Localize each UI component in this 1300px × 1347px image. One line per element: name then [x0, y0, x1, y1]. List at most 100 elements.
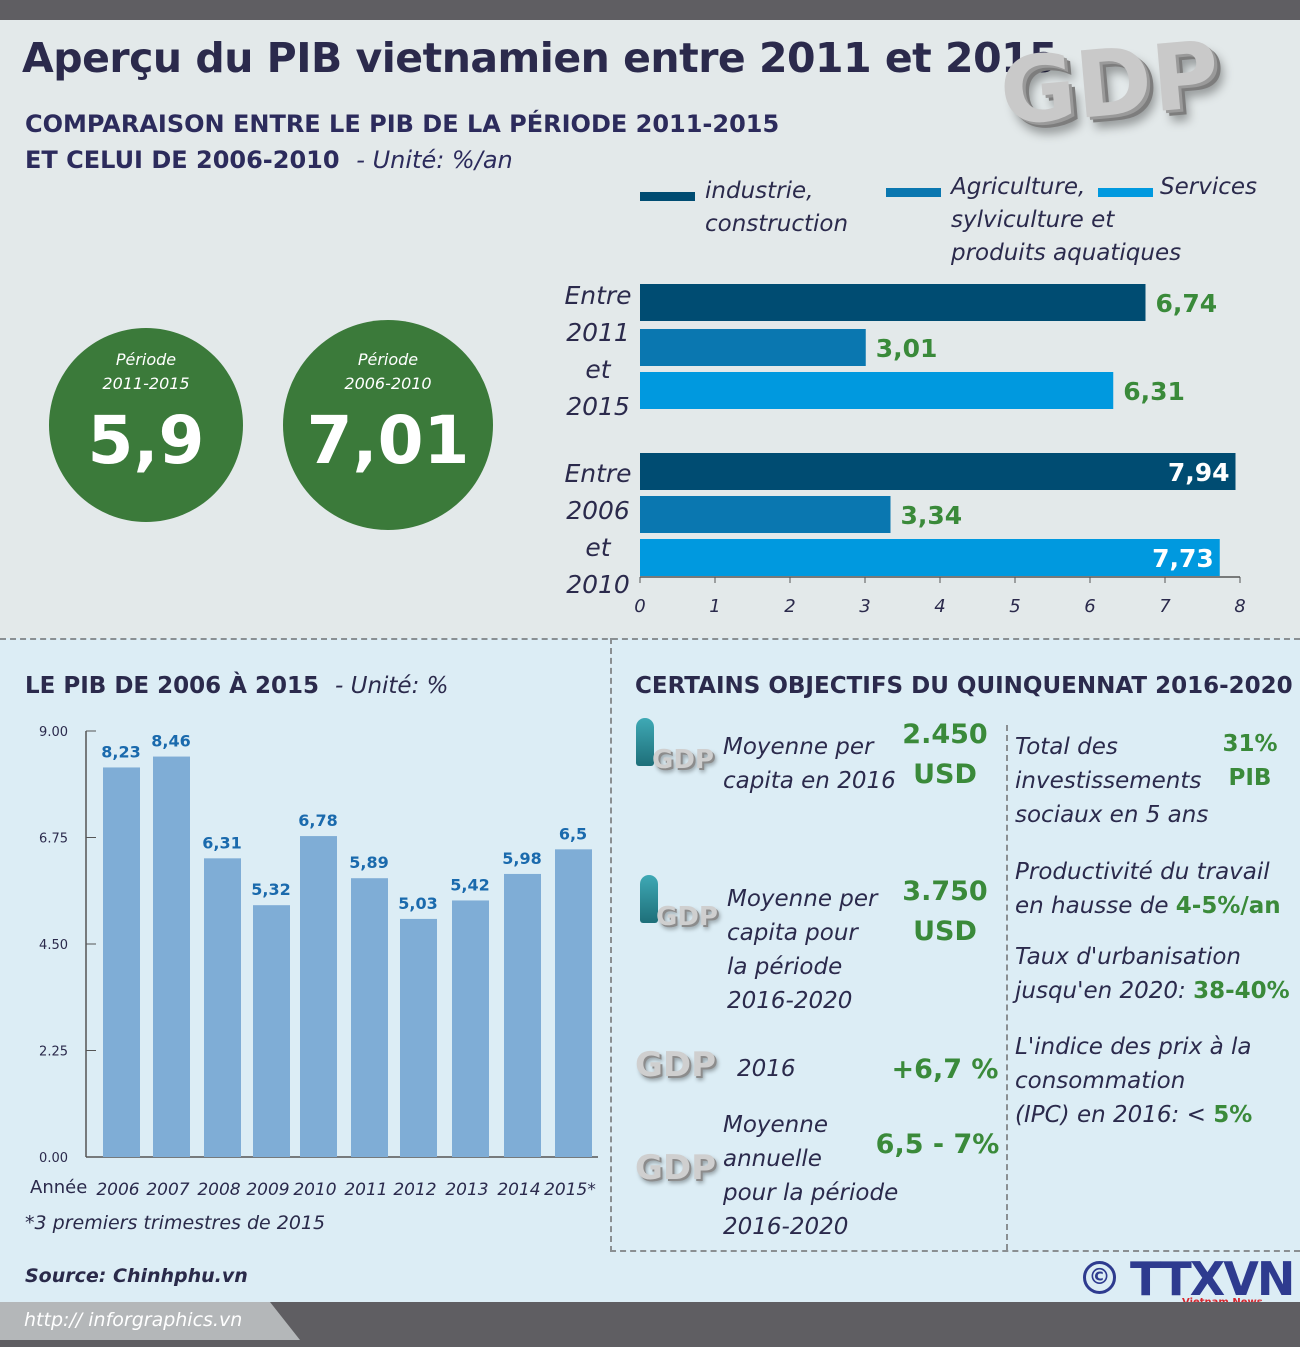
- circle-2006-2010: Période 2006-2010 7,01: [283, 320, 493, 530]
- person-icon: [640, 875, 658, 923]
- source: Source: Chinhphu.vn: [25, 1265, 248, 1287]
- objective-value: 6,5 - 7%: [875, 1129, 1000, 1160]
- gdp-icon: GDP: [635, 1045, 717, 1085]
- person-icon: [636, 718, 654, 766]
- agency-logo: TTXVN: [1130, 1252, 1295, 1306]
- x-tick-label: 2010: [293, 1180, 336, 1200]
- bar-value-label: 5,03: [398, 894, 437, 913]
- objectives-bottom-border: [610, 1250, 1300, 1252]
- objective-label: Moyenne per capita pour la période 2016-202…: [727, 886, 878, 1014]
- objective-label: Total des investissements sociaux en 5 ans: [1015, 734, 1209, 828]
- bar-2010: [300, 836, 337, 1157]
- circle-period-label: Période: [357, 350, 419, 369]
- legend-services: Services: [1160, 174, 1257, 200]
- bar-value-label: 5,98: [502, 849, 541, 868]
- bar-2-1: [640, 539, 1220, 576]
- bar-value-label: 6,74: [1156, 289, 1218, 318]
- vertical-bar-chart: 0.00 2.25 4.50 6.75 9.00 8,23 2006 8,46 2007 6,31…: [30, 725, 598, 1200]
- gdp-chart-unit: - Unité: %: [335, 673, 449, 699]
- bar-value-label: 8,46: [151, 732, 190, 751]
- circle-value: 5,9: [87, 402, 205, 479]
- objective-urbanisation: Taux d'urbanisation jusqu'en 2020: 38-40%: [1015, 944, 1290, 1004]
- column-divider: [610, 638, 612, 1252]
- bar-2007: [153, 756, 190, 1157]
- x-tick-label: 2007: [146, 1180, 189, 1200]
- x-tick-label: 3: [859, 596, 870, 617]
- bar-value-label: 6,31: [202, 833, 241, 852]
- legend-swatch-industrie: [640, 192, 695, 201]
- bar-2011: [351, 878, 388, 1157]
- x-tick-label: 4: [934, 596, 945, 617]
- footnote: *3 premiers trimestres de 2015: [25, 1212, 326, 1234]
- gdp-icon: GDP: [652, 745, 714, 775]
- bar-2009: [253, 905, 290, 1157]
- objectives-divider: [1006, 725, 1008, 1250]
- section1-unit: - Unité: %/an: [356, 146, 513, 174]
- gdp-icon: GDP: [635, 1148, 717, 1188]
- objective-productivity: Productivité du travail en hausse de 4-5%…: [1015, 859, 1281, 919]
- objective-value: 31% PIB: [1222, 731, 1278, 791]
- gdp-icon: GDP: [656, 902, 718, 932]
- bar-value-label: 3,34: [901, 501, 963, 530]
- objectives-heading: CERTAINS OBJECTIFS DU QUINQUENNAT 2016-2…: [635, 673, 1293, 699]
- legend-agriculture: Agriculture, sylviculture et produits aqua…: [951, 174, 1182, 266]
- page-title: Aperçu du PIB vietnamien entre 2011 et 2…: [22, 34, 1058, 82]
- bar-value-label: 6,31: [1123, 377, 1185, 406]
- section-divider: [0, 638, 1300, 640]
- x-tick-label: 2011: [344, 1180, 387, 1200]
- bar-2012: [400, 918, 437, 1157]
- objective-label: 2016: [737, 1056, 796, 1082]
- bar-value-label: 5,89: [349, 853, 388, 872]
- legend-industrie: industrie, construction: [705, 178, 849, 237]
- bar-2-0: [640, 372, 1114, 409]
- x-tick-label: 0: [634, 596, 645, 617]
- x-tick-label: 8: [1234, 596, 1245, 617]
- bar-value-label: 6,78: [298, 811, 337, 830]
- section1-heading-line2: ET CELUI DE 2006-2010: [25, 146, 340, 174]
- bar-value-label: 6,5: [559, 824, 587, 843]
- bar-value-label: 5,32: [251, 880, 290, 899]
- group-label-2011-2015: Entre 2011 et 2015: [564, 281, 632, 421]
- x-axis-label: Année: [30, 1177, 87, 1198]
- x-tick-label: 2015*: [544, 1180, 596, 1200]
- gdp-chart-title: LE PIB DE 2006 À 2015: [25, 673, 319, 699]
- circle-range-label: 2006-2010: [344, 374, 432, 393]
- x-tick-label: 5: [1009, 596, 1020, 617]
- circle-range-label: 2011-2015: [102, 374, 190, 393]
- bar-2008: [204, 858, 241, 1157]
- bar-0-0: [640, 284, 1146, 321]
- top-bar: [0, 0, 1300, 20]
- website-link[interactable]: http:// inforgraphics.vn: [0, 1302, 300, 1340]
- x-tick-label: 2006: [96, 1180, 139, 1200]
- bar-value-label: 7,73: [1152, 544, 1214, 573]
- bar-value-label: 3,01: [876, 334, 938, 363]
- bar-0-1: [640, 453, 1236, 490]
- bar-value-label: 7,94: [1168, 458, 1230, 487]
- group-label-2006-2010: Entre 2006 et 2010: [564, 459, 632, 599]
- circle-value: 7,01: [306, 402, 470, 479]
- circle-2011-2015: Période 2011-2015 5,9: [49, 328, 243, 522]
- bar-value-label: 8,23: [101, 742, 140, 761]
- x-tick-label: 7: [1159, 596, 1171, 617]
- y-tick-label: 4.50: [39, 938, 68, 953]
- x-tick-label: 2009: [246, 1180, 289, 1200]
- bar-2014: [504, 873, 541, 1157]
- section1-heading-line1: COMPARAISON ENTRE LE PIB DE LA PÉRIODE 2…: [25, 110, 780, 138]
- y-tick-label: 0.00: [39, 1151, 68, 1166]
- bar-2015*: [555, 849, 592, 1157]
- x-tick-label: 2: [784, 596, 795, 617]
- objective-value: +6,7 %: [891, 1054, 999, 1085]
- x-tick-label: 2013: [445, 1180, 488, 1200]
- bar-1-1: [640, 496, 891, 533]
- horizontal-bar-chart: 6,74 7,94 3,01 3,34 6,31 7,73 0 1 2 3 4 5 6 7 8: [634, 284, 1246, 617]
- y-tick-label: 2.25: [39, 1045, 68, 1060]
- circle-period-label: Période: [115, 350, 177, 369]
- objective-label: Moyenne annuelle pour la période 2016-2020: [723, 1112, 899, 1240]
- bar-1-0: [640, 329, 866, 366]
- x-tick-label: 1: [709, 596, 720, 617]
- objective-value: 2.450 USD: [902, 719, 988, 790]
- x-tick-label: 2014: [497, 1180, 540, 1200]
- bar-2006: [103, 767, 140, 1157]
- y-tick-label: 6.75: [39, 832, 68, 847]
- objective-label: Moyenne per capita en 2016: [723, 734, 896, 794]
